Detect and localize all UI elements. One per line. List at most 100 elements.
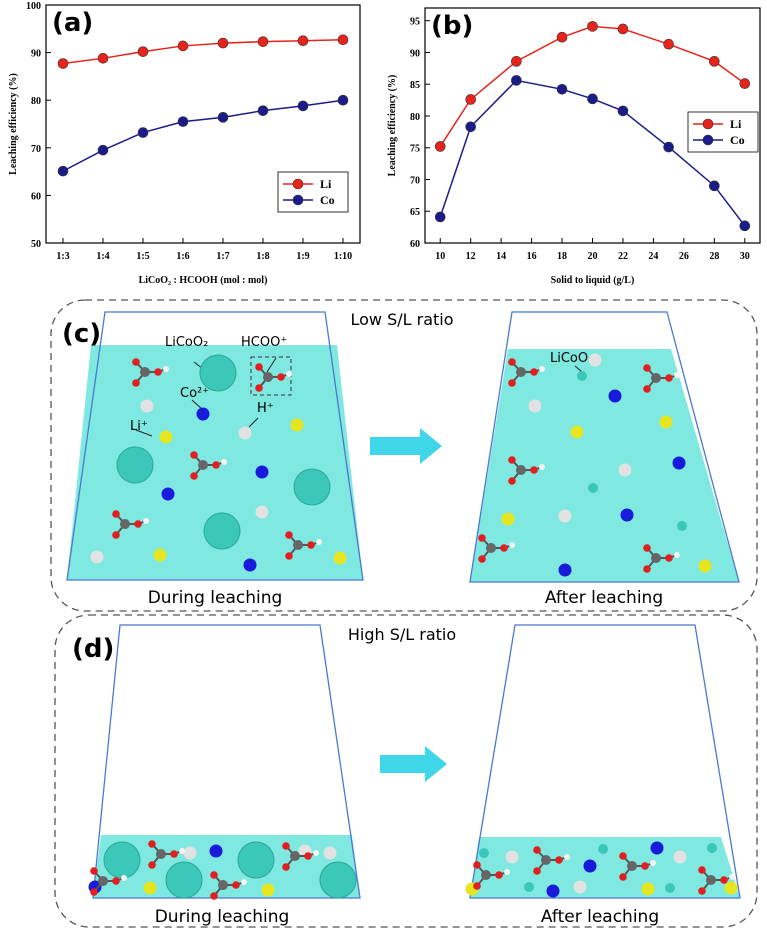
particle	[558, 509, 572, 523]
beaker	[66, 311, 364, 581]
x-tick-label: 1:10	[334, 251, 352, 262]
y-axis-label: Leaching efficiency (%)	[387, 75, 398, 177]
marker	[465, 94, 476, 105]
particle	[90, 550, 104, 564]
panel-label: (c)	[62, 319, 101, 349]
atom	[154, 368, 162, 376]
atom	[539, 464, 545, 470]
marker	[739, 78, 751, 89]
caption: During leaching	[155, 907, 290, 927]
particle	[293, 468, 331, 506]
particle	[323, 846, 337, 860]
particle	[140, 399, 154, 413]
particle	[577, 371, 587, 381]
particle	[333, 551, 347, 565]
caption: During leaching	[148, 588, 283, 608]
panel-frame	[50, 299, 758, 612]
annotation: Li⁺	[130, 419, 148, 434]
x-tick-label: 1:9	[296, 251, 309, 262]
atom	[170, 850, 178, 858]
atom	[198, 460, 208, 470]
marker	[434, 141, 446, 152]
atom	[307, 541, 315, 549]
particle	[598, 844, 608, 854]
marker	[739, 220, 751, 232]
x-tick-label: 30	[740, 251, 750, 262]
particle	[620, 508, 634, 522]
caption: After leaching	[545, 588, 663, 608]
atom	[190, 472, 198, 480]
atom	[674, 552, 680, 558]
particle	[153, 548, 167, 562]
y-tick-label: 80	[410, 112, 420, 123]
atom	[285, 531, 293, 539]
particle	[196, 407, 210, 421]
particle	[583, 859, 597, 873]
x-axis-label: LiCoO₂ : HCOOH (mol : mol)	[139, 275, 268, 286]
particle	[650, 841, 664, 855]
marker	[337, 94, 349, 106]
annotation: LiCoO₂	[550, 351, 593, 366]
atom	[179, 848, 185, 854]
x-tick-label: 14	[496, 251, 506, 262]
atom	[134, 520, 142, 528]
atom	[643, 544, 651, 552]
marker	[587, 21, 598, 32]
arrow	[380, 746, 447, 782]
particle	[641, 882, 655, 896]
x-tick-label: 20	[588, 251, 598, 262]
particle	[183, 846, 197, 860]
annotation: Co²⁺	[180, 386, 209, 401]
atom	[112, 531, 120, 539]
marker	[663, 38, 674, 50]
atom	[516, 367, 526, 377]
atom	[98, 876, 108, 886]
legend-marker	[292, 194, 304, 206]
particle	[161, 487, 175, 501]
atom	[210, 892, 218, 900]
y-tick-label: 90	[410, 48, 420, 59]
atom	[651, 373, 661, 383]
y-tick-label: 95	[410, 17, 420, 28]
atom	[148, 861, 156, 869]
marker	[511, 56, 522, 67]
particle	[319, 861, 357, 899]
marker	[137, 46, 149, 57]
atom	[500, 544, 508, 552]
atom	[263, 372, 273, 382]
atom	[148, 840, 156, 848]
marker	[434, 211, 446, 223]
atom	[729, 874, 735, 880]
x-tick-label: 26	[679, 251, 689, 262]
particle	[238, 426, 252, 440]
atom	[232, 881, 240, 889]
marker	[257, 105, 269, 116]
x-tick-label: 1:6	[176, 251, 189, 262]
atom	[290, 851, 300, 861]
particle	[659, 415, 673, 429]
marker	[297, 100, 309, 112]
beaker	[469, 624, 741, 899]
atom	[286, 371, 292, 377]
caption: After leaching	[541, 907, 659, 927]
y-tick-label: 60	[410, 239, 420, 250]
atom	[619, 852, 627, 860]
atom	[190, 451, 198, 459]
atom	[651, 553, 661, 563]
atom	[120, 519, 130, 529]
particle	[255, 505, 269, 519]
atom	[156, 849, 166, 859]
particle	[677, 521, 687, 531]
y-tick-label: 80	[31, 96, 41, 107]
atom	[508, 477, 516, 485]
marker	[511, 75, 522, 86]
annotation: H⁺	[257, 401, 274, 416]
marker	[97, 144, 109, 156]
atom	[293, 540, 303, 550]
x-tick-label: 22	[618, 251, 628, 262]
panel-label: (b)	[431, 11, 473, 41]
atom	[674, 372, 680, 378]
x-tick-label: 18	[557, 251, 567, 262]
atom	[112, 877, 120, 885]
